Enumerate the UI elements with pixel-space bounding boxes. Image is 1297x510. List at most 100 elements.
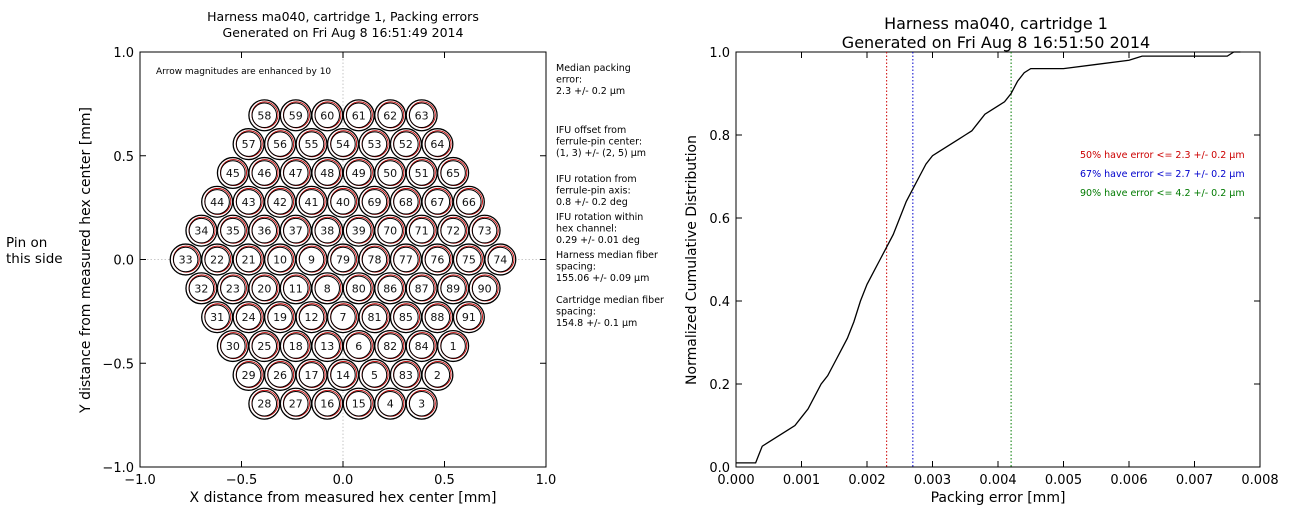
- fiber-label: 91: [462, 311, 476, 324]
- fiber-82: 82: [374, 329, 407, 363]
- fiber-label: 68: [399, 196, 413, 209]
- fiber-inner-ring: [346, 102, 372, 129]
- fiber-89: 89: [437, 272, 470, 305]
- fiber-inner-ring: [298, 189, 325, 215]
- fiber-outer-ring: [421, 128, 454, 161]
- fiber-label: 20: [257, 282, 271, 295]
- fiber-38: 38: [311, 214, 344, 247]
- fiber-inner-ring: [330, 304, 356, 330]
- fiber-inner-ring: [235, 362, 262, 388]
- fiber-label: 46: [257, 167, 271, 180]
- fiber-inner-ring: [220, 275, 246, 302]
- fiber-inner-ring: [283, 390, 309, 417]
- fiber-inner-ring: [377, 217, 403, 244]
- fiber-label: 72: [446, 225, 460, 238]
- annotation-line: 0.8 +/- 0.2 deg: [556, 197, 628, 208]
- fiber-label: 59: [289, 109, 303, 122]
- fiber-inner-ring: [298, 131, 325, 157]
- annotation-line: Median packing: [556, 63, 631, 74]
- right-x-tick-label: 0.002: [848, 473, 885, 488]
- annotation-line: spacing:: [556, 262, 596, 273]
- fiber-inner-ring: [361, 131, 388, 157]
- percentile-lines: [886, 52, 1012, 467]
- fiber-label: 87: [415, 282, 429, 295]
- annotation-line: 154.8 +/- 0.1 μm: [556, 318, 637, 329]
- fiber-inner-ring: [204, 189, 230, 215]
- fiber-80: 80: [342, 272, 375, 305]
- fiber-label: 50: [383, 167, 397, 180]
- fiber-inner-ring: [283, 160, 309, 186]
- fiber-label: 84: [415, 340, 429, 353]
- fiber-inner-ring: [330, 189, 356, 215]
- fiber-label: 26: [273, 369, 287, 382]
- fiber-77: 77: [389, 243, 423, 276]
- fiber-inner-ring: [408, 390, 435, 417]
- right-x-tick-label: 0.006: [1110, 473, 1147, 488]
- fiber-inner-ring: [361, 362, 388, 388]
- fiber-12: 12: [295, 301, 328, 334]
- fiber-inner-ring: [188, 217, 215, 244]
- fiber-label: 15: [352, 398, 366, 411]
- fiber-label: 28: [257, 398, 271, 411]
- fiber-outer-ring: [421, 358, 454, 391]
- left-title-line-1: Harness ma040, cartridge 1, Packing erro…: [207, 9, 479, 24]
- left-y-tick-label: 0.0: [113, 254, 134, 269]
- fiber-inner-ring: [393, 304, 419, 330]
- fiber-label: 3: [418, 398, 425, 411]
- fiber-outer-ring: [452, 185, 485, 218]
- fiber-55: 55: [295, 128, 328, 161]
- annotation-line: error:: [556, 75, 582, 86]
- fiber-inner-ring: [314, 390, 340, 417]
- fiber-label: 79: [336, 254, 350, 267]
- fiber-inner-ring: [251, 102, 278, 129]
- fiber-inner-ring: [346, 217, 372, 244]
- fiber-inner-ring: [408, 333, 435, 359]
- fiber-inner-ring: [235, 189, 262, 215]
- fiber-inner-ring: [471, 275, 498, 302]
- fiber-inner-ring: [267, 131, 293, 157]
- fiber-outer-ring: [468, 272, 501, 305]
- right-y-tick-label: 0.2: [709, 378, 730, 393]
- fiber-inner-ring: [471, 217, 498, 244]
- fiber-inner-ring: [487, 246, 514, 273]
- fiber-2: 2: [421, 358, 454, 391]
- fiber-inner-ring: [440, 217, 466, 244]
- fiber-inner-ring: [314, 160, 340, 186]
- fiber-22: 22: [201, 243, 234, 276]
- fiber-61: 61: [342, 99, 375, 132]
- fiber-inner-ring: [424, 189, 451, 215]
- fiber-label: 25: [257, 340, 271, 353]
- fiber-inner-ring: [235, 246, 262, 273]
- right-plot-frame: [735, 51, 1261, 468]
- fiber-52: 52: [389, 128, 423, 161]
- fiber-60: 60: [311, 99, 344, 132]
- fiber-90: 90: [468, 272, 501, 305]
- fiber-5: 5: [358, 358, 391, 391]
- fiber-inner-ring: [393, 189, 419, 215]
- fiber-87: 87: [405, 272, 438, 305]
- annotation-line: 0.29 +/- 0.01 deg: [556, 235, 640, 246]
- fiber-59: 59: [279, 99, 312, 132]
- fiber-83: 83: [389, 358, 423, 391]
- annotation-line: ferrule-pin center:: [556, 137, 642, 148]
- fiber-inner-ring: [377, 160, 403, 186]
- fiber-inner-ring: [330, 362, 356, 388]
- fiber-label: 58: [257, 109, 271, 122]
- right-x-axis-label: Packing error [mm]: [931, 490, 1066, 506]
- fiber-34: 34: [185, 214, 218, 247]
- fiber-inner-ring: [408, 102, 435, 129]
- annotation-line: 2.3 +/- 0.2 μm: [556, 86, 625, 97]
- fiber-inner-ring: [456, 304, 482, 330]
- fiber-32: 32: [185, 272, 218, 305]
- fiber-label: 61: [352, 109, 366, 122]
- left-x-tick-label: 0.0: [333, 473, 354, 488]
- fiber-57: 57: [232, 128, 265, 161]
- fiber-label: 8: [324, 282, 331, 295]
- fiber-inner-ring: [188, 275, 215, 302]
- fiber-label: 51: [415, 167, 429, 180]
- fiber-label: 73: [478, 225, 492, 238]
- fiber-label: 48: [320, 167, 334, 180]
- fiber-79: 79: [326, 243, 360, 276]
- left-x-axis-label: X distance from measured hex center [mm]: [190, 490, 497, 506]
- fiber-50: 50: [374, 156, 407, 190]
